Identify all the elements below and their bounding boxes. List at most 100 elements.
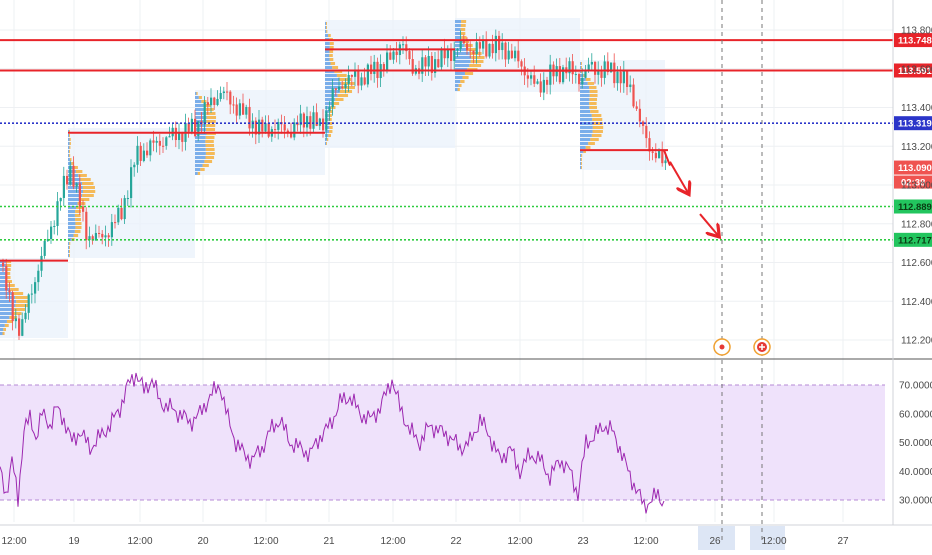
candle-body bbox=[341, 86, 344, 88]
profile-bar-sell bbox=[69, 246, 70, 249]
profile-bar-buy bbox=[68, 222, 76, 225]
candle-body bbox=[101, 233, 104, 238]
candle-body bbox=[14, 318, 17, 322]
profile-bar-sell bbox=[74, 214, 81, 217]
candle-body bbox=[178, 132, 181, 141]
profile-bar-buy bbox=[68, 194, 83, 197]
profile-bar-sell bbox=[204, 160, 213, 163]
candle-body bbox=[622, 70, 625, 84]
rsi-tick-label: 40.0000 bbox=[899, 467, 932, 478]
candle-body bbox=[2, 262, 5, 267]
candle-body bbox=[72, 165, 75, 187]
profile-bar-sell bbox=[326, 142, 327, 145]
candle-body bbox=[117, 207, 120, 223]
candle-body bbox=[405, 44, 408, 52]
candle-body bbox=[94, 232, 97, 241]
profile-bar-buy bbox=[195, 144, 206, 147]
event-marker-plus bbox=[759, 344, 765, 350]
profile-bar-sell bbox=[69, 250, 70, 253]
level-price-tag-label: 113.319 bbox=[898, 119, 932, 130]
profile-bar-sell bbox=[82, 182, 94, 185]
event-markers[interactable] bbox=[713, 0, 771, 540]
profile-bar-sell bbox=[460, 32, 466, 35]
profile-bar-sell bbox=[326, 22, 327, 25]
price-tick-label: 113.200 bbox=[901, 142, 932, 153]
profile-bar-buy bbox=[580, 150, 584, 153]
candle-body bbox=[88, 236, 91, 241]
profile-bar-buy bbox=[325, 30, 327, 33]
candle-body bbox=[85, 211, 88, 241]
profile-bar-buy bbox=[325, 26, 327, 29]
profile-bar-sell bbox=[581, 162, 582, 165]
candle-body bbox=[373, 61, 376, 74]
profile-bar-sell bbox=[328, 34, 331, 37]
profile-bar-sell bbox=[201, 100, 207, 103]
profile-bar-sell bbox=[471, 56, 485, 59]
profile-bar-sell bbox=[467, 48, 478, 51]
profile-bar-buy bbox=[455, 48, 468, 51]
candle-body bbox=[587, 64, 590, 70]
profile-bar-buy bbox=[580, 154, 582, 157]
profile-bar-sell bbox=[6, 320, 13, 323]
candle-body bbox=[533, 75, 536, 84]
profile-bar-sell bbox=[589, 98, 598, 101]
profile-bar-buy bbox=[68, 186, 83, 189]
candle-body bbox=[11, 292, 14, 322]
candle-body bbox=[75, 183, 78, 187]
profile-bar-sell bbox=[75, 218, 81, 221]
candle-body bbox=[581, 77, 584, 85]
profile-bar-sell bbox=[205, 144, 215, 147]
profile-bar-sell bbox=[590, 110, 599, 113]
profile-bar-buy bbox=[325, 54, 330, 57]
profile-bar-sell bbox=[75, 210, 81, 213]
candle-body bbox=[155, 140, 158, 143]
candle-body bbox=[78, 183, 81, 207]
profile-bar-sell bbox=[200, 168, 205, 171]
time-tick-label: 12:00 bbox=[633, 536, 658, 547]
candle-body bbox=[626, 70, 629, 87]
profile-bar-buy bbox=[580, 66, 582, 69]
profile-bar-sell bbox=[592, 118, 603, 121]
candle-body bbox=[475, 42, 478, 55]
profile-bar-buy bbox=[325, 74, 337, 77]
candle-body bbox=[325, 111, 328, 131]
candle-body bbox=[309, 116, 312, 129]
profile-bar-buy bbox=[325, 102, 333, 105]
candle-body bbox=[203, 102, 206, 125]
level-price-tag bbox=[894, 232, 932, 247]
profile-bar-buy bbox=[580, 82, 588, 85]
profile-bar-buy bbox=[580, 118, 593, 121]
candle-body bbox=[664, 160, 667, 164]
event-marker-dot-icon[interactable] bbox=[713, 338, 731, 356]
profile-bar-buy bbox=[195, 92, 197, 95]
profile-bar-buy bbox=[0, 328, 4, 331]
current-price-tag bbox=[894, 160, 932, 175]
price-tick-label: 113.400 bbox=[901, 103, 932, 114]
profile-bar-buy bbox=[195, 136, 206, 139]
profile-bar-sell bbox=[589, 86, 597, 89]
profile-bar-sell bbox=[69, 146, 71, 149]
profile-bar-buy bbox=[455, 28, 461, 31]
time-tick-label: 12:00 bbox=[127, 536, 152, 547]
candle-body bbox=[485, 40, 488, 57]
time-tick-label: 12:00 bbox=[507, 536, 532, 547]
candle-body bbox=[635, 106, 638, 109]
level-price-tag bbox=[894, 199, 932, 214]
horizontal-levels[interactable]: 113.748 113.591 113.319 112.889 112.717 113.0… bbox=[0, 33, 932, 247]
profile-bar-sell bbox=[458, 84, 462, 87]
profile-bar-sell bbox=[585, 78, 591, 81]
candle-body bbox=[392, 51, 395, 60]
event-marker-plus-icon[interactable] bbox=[753, 338, 771, 356]
candle-body bbox=[347, 74, 350, 84]
candle-body bbox=[206, 102, 209, 106]
candle-body bbox=[264, 123, 267, 132]
profile-bar-sell bbox=[470, 60, 484, 63]
candle-body bbox=[274, 129, 277, 131]
rsi-band bbox=[0, 385, 885, 500]
profile-bar-sell bbox=[196, 92, 198, 95]
profile-bar-buy bbox=[325, 94, 338, 97]
profile-bar-sell bbox=[69, 130, 70, 133]
candle-body bbox=[558, 66, 561, 83]
